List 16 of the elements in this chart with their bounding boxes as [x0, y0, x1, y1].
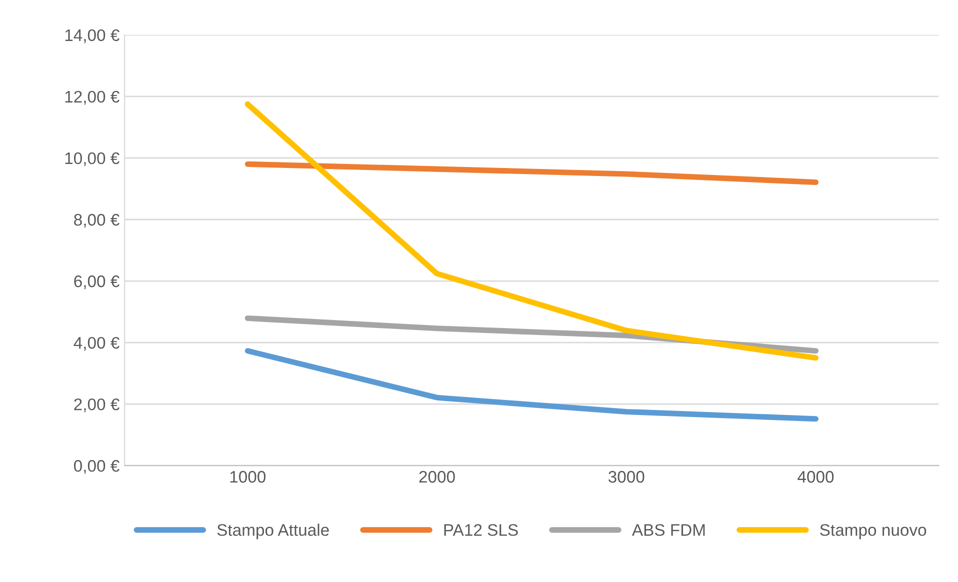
legend-label: Stampo nuovo [820, 524, 926, 540]
y-tick-label: 6,00 € [74, 275, 120, 290]
y-tick-label: 10,00 € [65, 152, 120, 166]
y-tick-label: 4,00 € [74, 336, 120, 351]
y-tick-label: 14,00 € [65, 29, 120, 44]
y-tick-label: 0,00 € [74, 460, 120, 474]
legend-label: ABS FDM [632, 524, 705, 536]
y-tick-label: 2,00 € [74, 398, 120, 412]
legend-label: PA12 SLS [444, 524, 518, 536]
x-tick-label: 4000 [798, 470, 834, 483]
y-tick-label: 12,00 € [65, 90, 120, 105]
y-tick-label: 8,00 € [74, 214, 120, 228]
legend-label: Stampo Attuale [217, 524, 329, 540]
x-tick-label: 1000 [230, 470, 266, 483]
x-tick-label: 2000 [419, 470, 455, 483]
x-tick-label: 3000 [608, 470, 644, 483]
